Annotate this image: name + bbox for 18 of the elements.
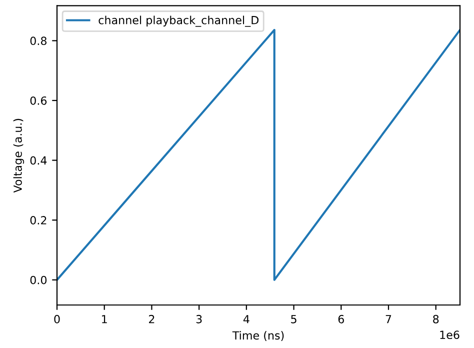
y-axis-title: Voltage (a.u.): [13, 118, 24, 193]
x-tick-label: 4: [243, 315, 250, 324]
y-tick-label: 0.0: [30, 276, 47, 284]
y-tick-label: 0.8: [30, 36, 47, 46]
x-tick-label: 1: [102, 315, 107, 324]
y-tick-label: 0.4: [30, 156, 47, 165]
x-tick-label: 2: [148, 314, 154, 324]
x-tick-label: 8: [433, 314, 439, 324]
x-tick-label: 7: [386, 315, 392, 324]
y-tick-label: 0.6: [30, 96, 47, 105]
x-tick-label: 6: [338, 314, 344, 324]
x-tick-label: 5: [291, 315, 296, 324]
legend-label: channel playback_channel_D: [98, 16, 259, 27]
x-tick-label: 3: [196, 314, 202, 324]
y-tick-label: 0.2: [30, 216, 46, 224]
text: 1e6: [440, 330, 460, 340]
x-axis-title: Time (ns): [232, 331, 284, 341]
x-tick-label: 0: [54, 314, 60, 324]
